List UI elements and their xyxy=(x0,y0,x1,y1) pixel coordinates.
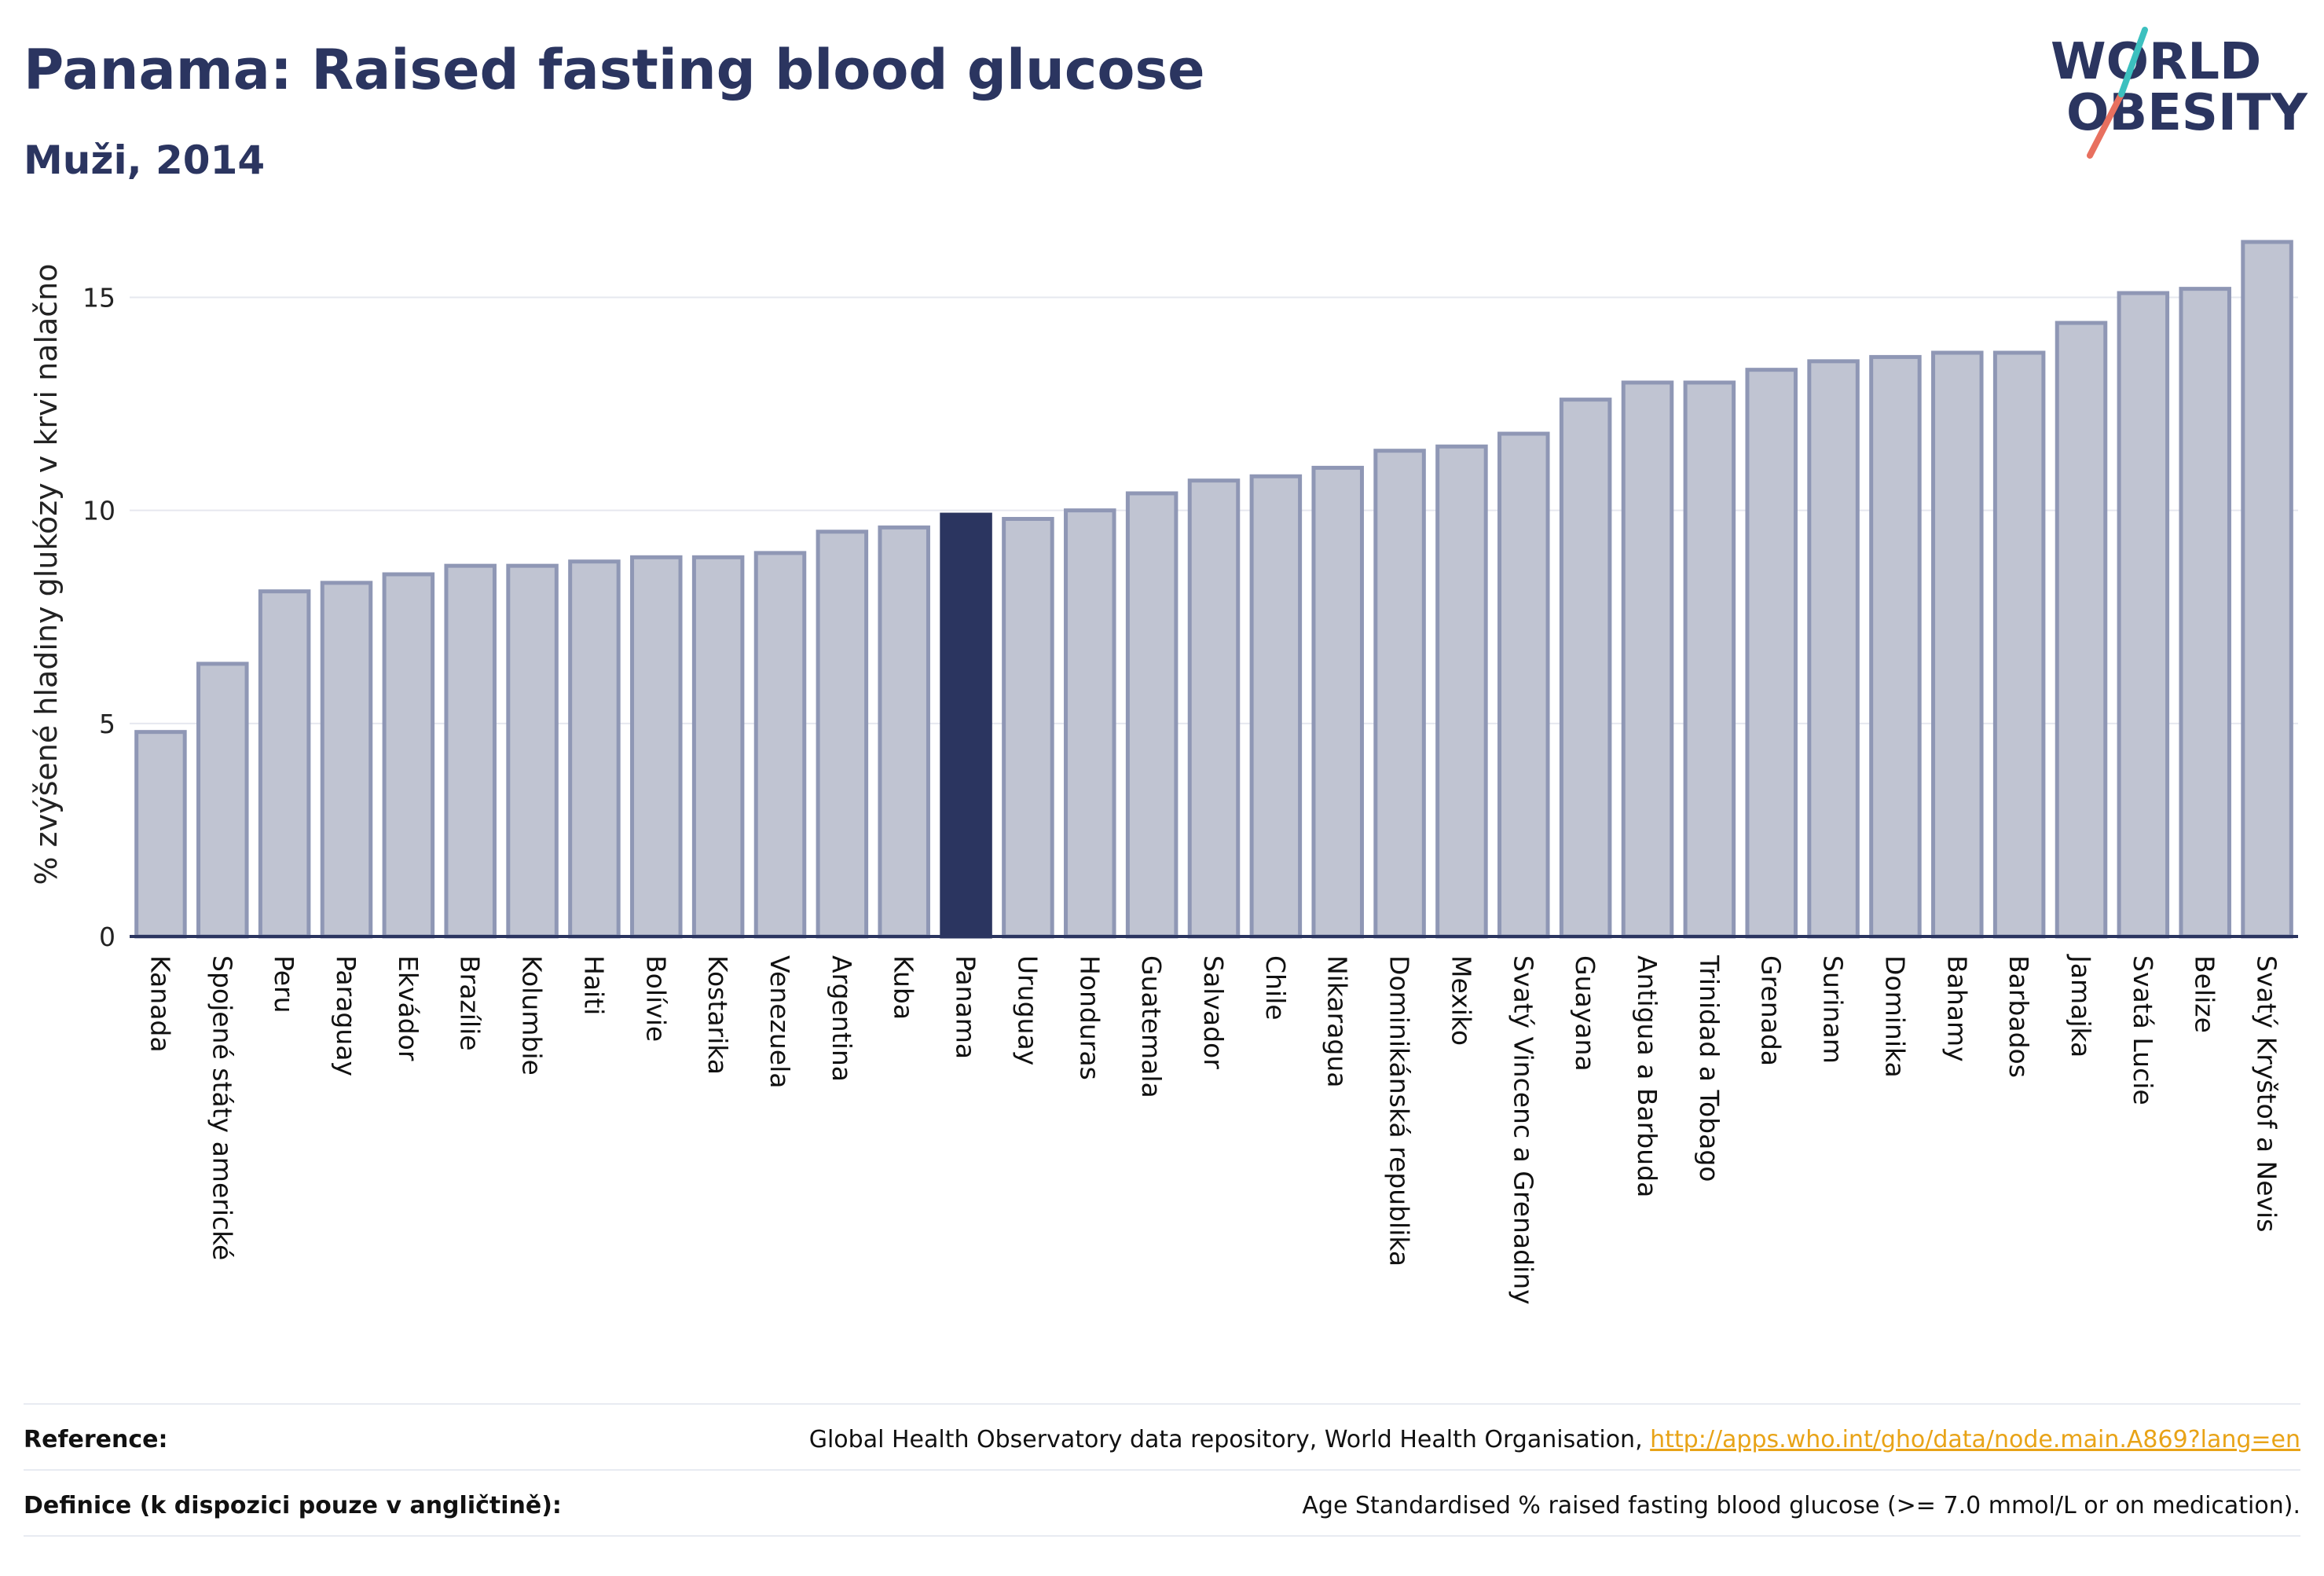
x-tick-label: Trinidad a Tobago xyxy=(1694,955,1725,1182)
bar xyxy=(1807,359,1860,939)
bar xyxy=(1931,350,1984,939)
footer-divider xyxy=(24,1535,2300,1537)
logo-slash-teal-icon xyxy=(2118,27,2148,97)
x-tick-label: Honduras xyxy=(1074,955,1105,1080)
bar xyxy=(1249,474,1303,939)
x-tick-label: Antigua a Barbuda xyxy=(1632,955,1662,1197)
x-tick-label: Peru xyxy=(269,955,299,1013)
x-tick-label: Svatý Vincenc a Grenadiny xyxy=(1508,955,1538,1305)
x-tick-label: Panama xyxy=(951,955,981,1059)
bar xyxy=(1992,350,2046,939)
x-tick-label: Brazílie xyxy=(455,955,486,1051)
bar xyxy=(2179,287,2231,939)
chart-subtitle: Muži, 2014 xyxy=(24,137,266,183)
bar-chart: 0 5 10 15 % zvýšené hladiny glukózy v krvi n… xyxy=(29,240,2298,1305)
x-tick-label: Spojené státy americké xyxy=(207,955,237,1260)
bar xyxy=(878,525,930,939)
reference-value: Global Health Observatory data repositor… xyxy=(809,1426,2300,1453)
x-tick-label: Jamajka xyxy=(2066,954,2096,1057)
bar xyxy=(753,551,807,939)
reference-link[interactable]: http://apps.who.int/gho/data/node.main.A… xyxy=(1650,1425,2300,1453)
x-tick-label: Nikaragua xyxy=(1322,955,1353,1087)
bar xyxy=(1559,398,1612,939)
bar xyxy=(1125,491,1178,939)
bar xyxy=(1745,368,1798,939)
bar xyxy=(1311,465,1364,939)
x-tick-label: Kuba xyxy=(889,955,919,1020)
y-tick-label: 15 xyxy=(82,282,115,313)
x-tick-label: Haiti xyxy=(578,955,609,1015)
bar xyxy=(196,662,249,939)
logo-line2: OBESITY xyxy=(2066,84,2308,142)
bar xyxy=(1621,380,1674,939)
y-axis-label: % zvýšené hladiny glukózy v krvi nalačno xyxy=(29,263,64,885)
bar xyxy=(1002,516,1054,939)
x-tick-label: Mexiko xyxy=(1446,955,1476,1046)
x-tick-label: Venezuela xyxy=(764,955,795,1088)
bar xyxy=(2241,240,2293,939)
definition-label: Definice (k dispozici pouze v angličtině… xyxy=(24,1491,562,1519)
bar xyxy=(320,581,373,939)
y-tick-label: 10 xyxy=(82,496,115,526)
bar xyxy=(1435,444,1488,939)
bar xyxy=(816,530,869,939)
x-tick-label: Chile xyxy=(1260,955,1291,1021)
footer-reference-row: Reference: Global Health Observatory dat… xyxy=(24,1408,2300,1471)
x-tick-label: Guatemala xyxy=(1136,955,1167,1098)
x-tick-label: Surinam xyxy=(1818,955,1849,1064)
bar xyxy=(1373,449,1426,939)
x-tick-label: Guayana xyxy=(1570,955,1600,1072)
definition-text: Age Standardised % raised fasting blood … xyxy=(1302,1491,2300,1519)
x-tick-label: Bahamy xyxy=(1941,955,1972,1062)
bar xyxy=(258,589,311,939)
bar xyxy=(691,555,745,939)
x-tick-label: Dominikánská republika xyxy=(1384,955,1415,1266)
bar xyxy=(134,730,187,939)
bar xyxy=(630,555,683,939)
bar xyxy=(2117,291,2170,939)
bar xyxy=(1683,380,1736,939)
x-tick-label: Barbados xyxy=(2003,955,2034,1078)
x-tick-label: Kolumbie xyxy=(517,955,548,1076)
reference-label: Reference: xyxy=(24,1425,168,1453)
x-tick-label: Belize xyxy=(2190,955,2220,1033)
x-tick-label: Salvador xyxy=(1198,955,1229,1069)
x-tick-label: Grenada xyxy=(1756,955,1787,1066)
x-tick-label: Argentina xyxy=(827,955,857,1082)
x-tick-label: Kostarika xyxy=(702,955,733,1075)
footer-divider xyxy=(24,1403,2300,1405)
bar xyxy=(1187,478,1241,939)
x-tick-label: Dominika xyxy=(1879,955,1910,1078)
bar xyxy=(506,563,559,939)
x-tick-label: Svatý Kryštof a Nevis xyxy=(2252,955,2282,1232)
x-tick-label: Ekvádor xyxy=(393,955,423,1061)
x-tick-label: Kanada xyxy=(145,955,175,1053)
y-tick-label: 5 xyxy=(99,709,115,739)
bar xyxy=(1064,508,1116,939)
bar xyxy=(1497,431,1550,939)
bar xyxy=(2055,321,2108,939)
x-tick-label: Bolívie xyxy=(640,955,671,1042)
bar xyxy=(940,512,992,939)
logo-slash-red-icon xyxy=(2087,91,2124,159)
world-obesity-logo: WORLD OBESITY xyxy=(2051,27,2308,159)
chart-title: Panama: Raised fasting blood glucose xyxy=(24,38,1205,102)
x-tick-label: Uruguay xyxy=(1012,955,1043,1065)
logo-line1: WORLD xyxy=(2051,33,2261,91)
x-tick-label: Svatá Lucie xyxy=(2128,955,2158,1105)
bar xyxy=(1869,354,1922,939)
y-tick-label: 0 xyxy=(99,922,115,952)
bar xyxy=(444,563,497,939)
footer-divider xyxy=(24,1469,2300,1471)
bar xyxy=(568,559,621,939)
reference-text: Global Health Observatory data repositor… xyxy=(808,1425,1651,1453)
x-tick-label: Paraguay xyxy=(331,955,361,1076)
footer-definition-row: Definice (k dispozici pouze v angličtině… xyxy=(24,1474,2300,1537)
bar xyxy=(382,572,435,939)
